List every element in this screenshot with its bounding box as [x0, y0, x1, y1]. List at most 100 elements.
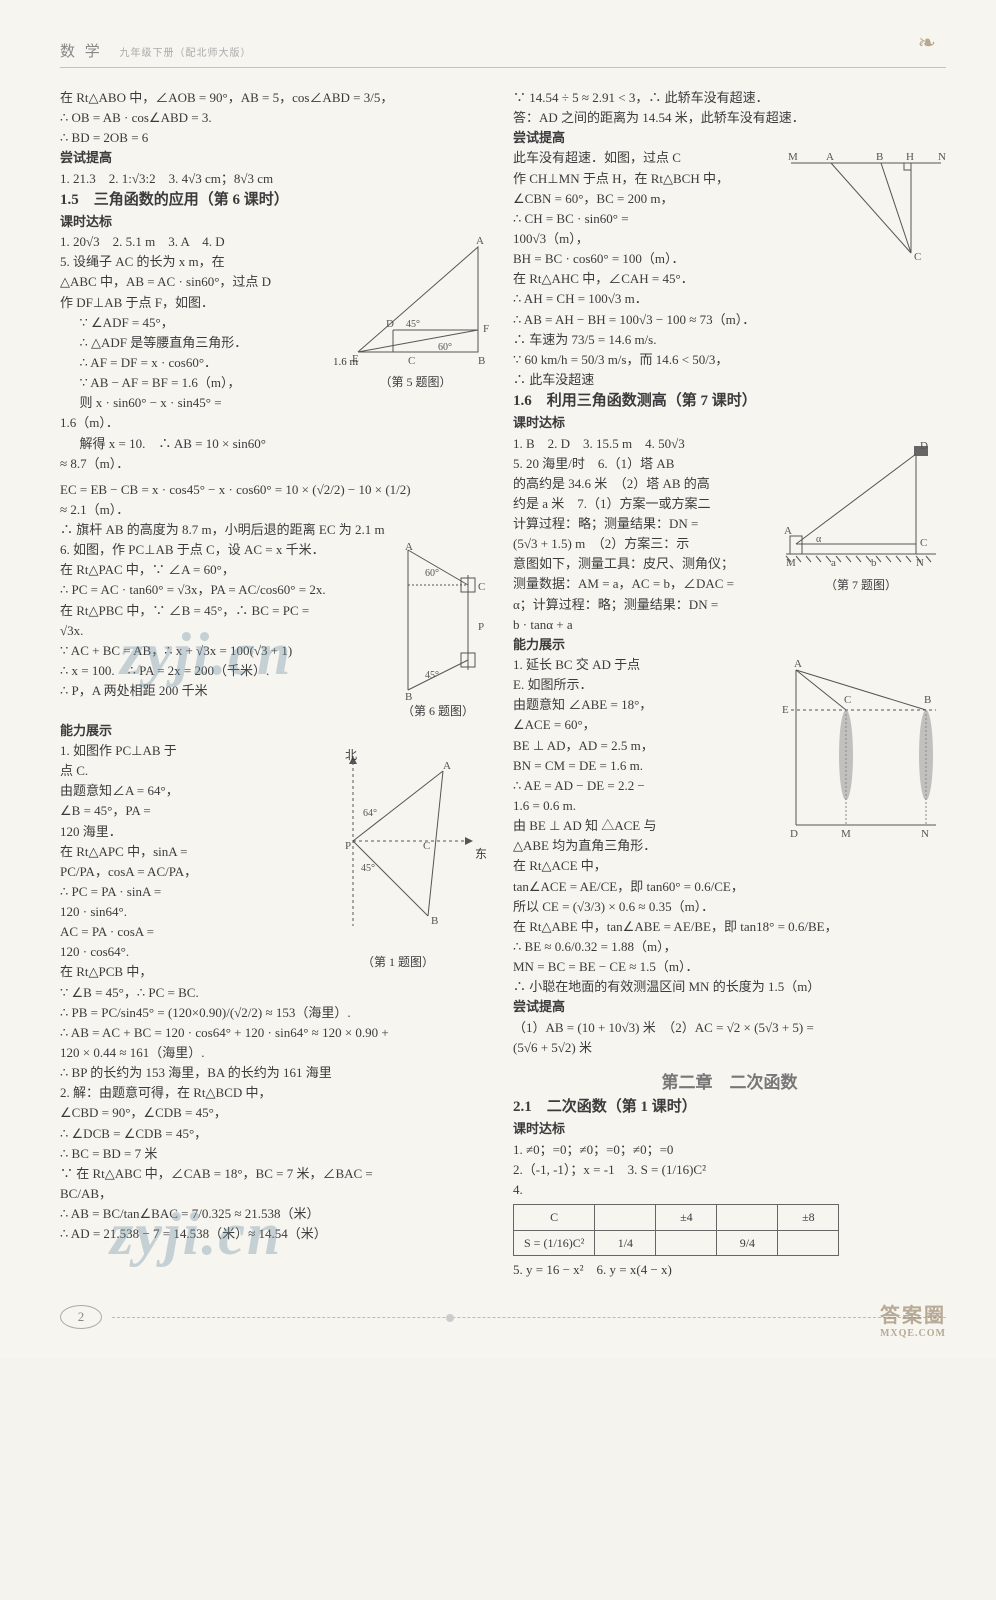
text: ∴ AH = CH = 100√3 m． [513, 289, 946, 309]
text: ∴ ∠DCB = ∠CDB = 45°， [60, 1124, 493, 1144]
table-cell [778, 1230, 839, 1256]
text: 1. ≠0；=0；≠0；=0；≠0；=0 [513, 1140, 946, 1160]
text: ∴ PB = PC/sin45° = (120×0.90)/(√2/2) ≈ 1… [60, 1003, 493, 1023]
text: ∵ 60 km/h = 50/3 m/s，而 14.6 < 50/3， [513, 350, 946, 370]
section-title: 2.1 二次函数（第 1 课时） [513, 1096, 946, 1119]
header-rule [60, 67, 946, 68]
text: ≈ 8.7（m）． [60, 454, 493, 474]
fig-caption: （第 6 题图） [383, 702, 493, 721]
text: tan∠ACE = AE/CE，即 tan60° = 0.6/CE， [513, 877, 946, 897]
text: 5. y = 16 − x² 6. y = x(4 − x) [513, 1260, 946, 1280]
subject-title: 数 学 [60, 44, 103, 60]
svg-text:A: A [794, 658, 802, 670]
text: 4. [513, 1180, 946, 1200]
text: ∠CBD = 90°，∠CDB = 45°， [60, 1103, 493, 1123]
thermo-diagram-icon: A E C B D M N [776, 655, 946, 845]
table-cell: 9/4 [717, 1230, 778, 1256]
svg-text:a: a [831, 557, 836, 569]
text: ∵ 14.54 ÷ 5 ≈ 2.91 < 3，∴ 此轿车没有超速． [513, 88, 946, 108]
footer-brand: 答案圈 MXQE.COM [880, 1299, 946, 1339]
text: 在 Rt△ACE 中， [513, 856, 946, 876]
svg-text:A: A [826, 151, 834, 163]
table-cell: ±4 [656, 1205, 717, 1231]
svg-text:B: B [876, 151, 883, 163]
svg-text:A: A [476, 235, 484, 247]
svg-text:D: D [920, 440, 928, 452]
svg-text:P: P [478, 621, 484, 633]
svg-text:N: N [938, 151, 946, 163]
brand-url: MXQE.COM [880, 1328, 946, 1339]
text: α；计算过程：略；测量结果：DN = [513, 595, 946, 615]
text: 解得 x = 10. ∴ AB = 10 × sin60° [60, 434, 493, 454]
text: ∴ AB = AH − BH = 100√3 − 100 ≈ 73（m）． [513, 310, 946, 330]
tower-diagram-icon: A 60° C 45° B P [383, 540, 493, 700]
subheading: 尝试提高 [513, 128, 946, 148]
page: 数 学 九年级下册（配北师大版） ❧ 在 Rt△ABO 中，∠AOB = 90°… [0, 0, 996, 1359]
text: ∴ 小聪在地面的有效测温区间 MN 的长度为 1.5（m） [513, 977, 946, 997]
triangle-diagram-icon: A D F 45° 60° E C B [338, 232, 493, 372]
data-table: C ±4 ±8 S = (1/16)C² 1/4 9/4 [513, 1204, 839, 1256]
page-number: 2 [60, 1305, 102, 1329]
text: ∴ AB = BC/tan∠BAC = 7/0.325 ≈ 21.538（米） [60, 1204, 493, 1224]
svg-text:b: b [871, 557, 877, 569]
text: ∴ 此车没超速 [513, 370, 946, 390]
svg-text:D: D [386, 318, 394, 330]
text: ∴ BC = BD = 7 米 [60, 1144, 493, 1164]
leaf-icon: ❧ [918, 30, 936, 56]
text: 1. 21.3 2. 1:√3:2 3. 4√3 cm；8√3 cm [60, 169, 493, 189]
table-cell [656, 1230, 717, 1256]
text: ∴ BD = 2OB = 6 [60, 128, 493, 148]
text: ∵ ∠B = 45°，∴ PC = BC. [60, 983, 493, 1003]
figure-speed: M A B H N C [786, 148, 946, 268]
svg-text:C: C [478, 581, 485, 593]
svg-text:H: H [906, 151, 914, 163]
svg-text:M: M [841, 828, 851, 840]
tower-measure-icon: A D C α a b M N [776, 434, 946, 574]
svg-text:45°: 45° [425, 670, 439, 681]
text: ∴ BE ≈ 0.6/0.32 = 1.88（m）， [513, 937, 946, 957]
svg-text:α: α [816, 534, 822, 545]
text: （1）AB = (10 + 10√3) 米 （2）AC = √2 × (5√3 … [513, 1018, 946, 1038]
text: 在 Rt△AHC 中，∠CAH = 45°． [513, 269, 946, 289]
text: BC/AB， [60, 1184, 493, 1204]
subheading: 尝试提高 [513, 997, 946, 1017]
svg-text:N: N [921, 828, 929, 840]
subheading: 课时达标 [513, 413, 946, 433]
subheading: 课时达标 [513, 1119, 946, 1139]
text: 120 × 0.44 ≈ 161（海里）. [60, 1043, 493, 1063]
text: 所以 CE = (√3/3) × 0.6 ≈ 0.35（m）． [513, 897, 946, 917]
compass-diagram-icon: P A B C 64° 45° [303, 741, 493, 941]
svg-text:B: B [405, 691, 412, 700]
svg-text:A: A [784, 525, 792, 537]
text: MN = BC = BE − CE ≈ 1.5（m）． [513, 957, 946, 977]
subheading: 尝试提高 [60, 148, 493, 168]
figure-6: A 60° C 45° B P （第 6 题图） [383, 540, 493, 721]
text: 1.6（m）． [60, 413, 493, 433]
svg-text:F: F [483, 323, 489, 335]
figure-thermo: A E C B D M N [776, 655, 946, 845]
svg-text:C: C [920, 537, 927, 549]
svg-text:M: M [788, 151, 798, 163]
subheading: 能力展示 [60, 721, 493, 741]
text: 2.（-1, -1）；x = -1 3. S = (1/16)C² [513, 1160, 946, 1180]
text: ∴ AD = 21.538 − 7 = 14.538（米）≈ 14.54（米） [60, 1224, 493, 1244]
chapter-title: 第二章 二次函数 [513, 1070, 946, 1096]
table-cell [595, 1205, 656, 1231]
compass-north: 北 [345, 746, 535, 765]
svg-text:N: N [916, 557, 924, 569]
text: 答：AD 之间的距离为 14.54 米，此轿车没有超速． [513, 108, 946, 128]
svg-text:A: A [405, 541, 413, 553]
text: 2. 解：由题意可得，在 Rt△BCD 中， [60, 1083, 493, 1103]
footer-line [112, 1317, 946, 1318]
fig-caption: （第 1 题图） [303, 953, 493, 972]
road-diagram-icon: M A B H N C [786, 148, 946, 268]
page-footer: 2 [60, 1305, 946, 1329]
figure-1: P A B C 64° 45° 北 东 （第 1 题图） [303, 741, 493, 972]
svg-text:B: B [478, 355, 485, 367]
text: (5√6 + 5√2) 米 [513, 1038, 946, 1058]
table-cell: ±8 [778, 1205, 839, 1231]
text: ∴ AB = AC + BC = 120 · cos64° + 120 · si… [60, 1023, 493, 1043]
svg-text:E: E [782, 704, 789, 716]
table-row: C ±4 ±8 [514, 1205, 839, 1231]
fig-caption: （第 5 题图） [338, 373, 493, 392]
